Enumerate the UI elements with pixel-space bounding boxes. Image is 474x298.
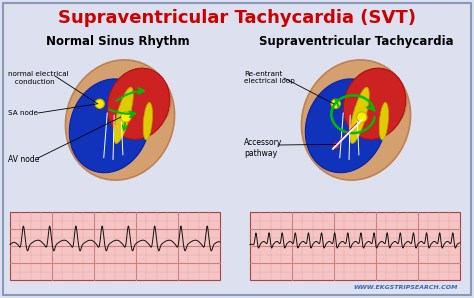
Circle shape bbox=[95, 99, 104, 108]
Ellipse shape bbox=[69, 79, 150, 173]
Circle shape bbox=[331, 99, 340, 108]
Text: Accessory
pathway: Accessory pathway bbox=[244, 138, 283, 158]
Ellipse shape bbox=[133, 75, 171, 124]
Text: AV node: AV node bbox=[8, 156, 39, 164]
Text: Re-entrant
electrical loop: Re-entrant electrical loop bbox=[244, 72, 295, 85]
Ellipse shape bbox=[305, 79, 386, 173]
Text: Normal Sinus Rhythm: Normal Sinus Rhythm bbox=[46, 35, 190, 47]
Ellipse shape bbox=[350, 87, 369, 143]
Bar bbox=[10, 212, 220, 280]
Text: WWW.EKGSTRIPSEARCH.COM: WWW.EKGSTRIPSEARCH.COM bbox=[354, 285, 458, 290]
Text: normal electrical
   conduction: normal electrical conduction bbox=[8, 72, 69, 85]
Ellipse shape bbox=[369, 75, 407, 124]
Text: Supraventricular Tachycardia (SVT): Supraventricular Tachycardia (SVT) bbox=[58, 9, 416, 27]
Ellipse shape bbox=[343, 68, 406, 139]
Bar bbox=[250, 212, 460, 280]
Ellipse shape bbox=[108, 68, 170, 139]
Ellipse shape bbox=[301, 60, 410, 180]
Text: SA node: SA node bbox=[8, 110, 38, 116]
Ellipse shape bbox=[143, 103, 153, 140]
FancyBboxPatch shape bbox=[3, 3, 471, 295]
Ellipse shape bbox=[114, 87, 133, 143]
Ellipse shape bbox=[379, 103, 389, 140]
Ellipse shape bbox=[65, 60, 174, 180]
Text: Supraventricular Tachycardia: Supraventricular Tachycardia bbox=[259, 35, 453, 47]
Circle shape bbox=[356, 112, 367, 122]
Circle shape bbox=[120, 112, 131, 122]
